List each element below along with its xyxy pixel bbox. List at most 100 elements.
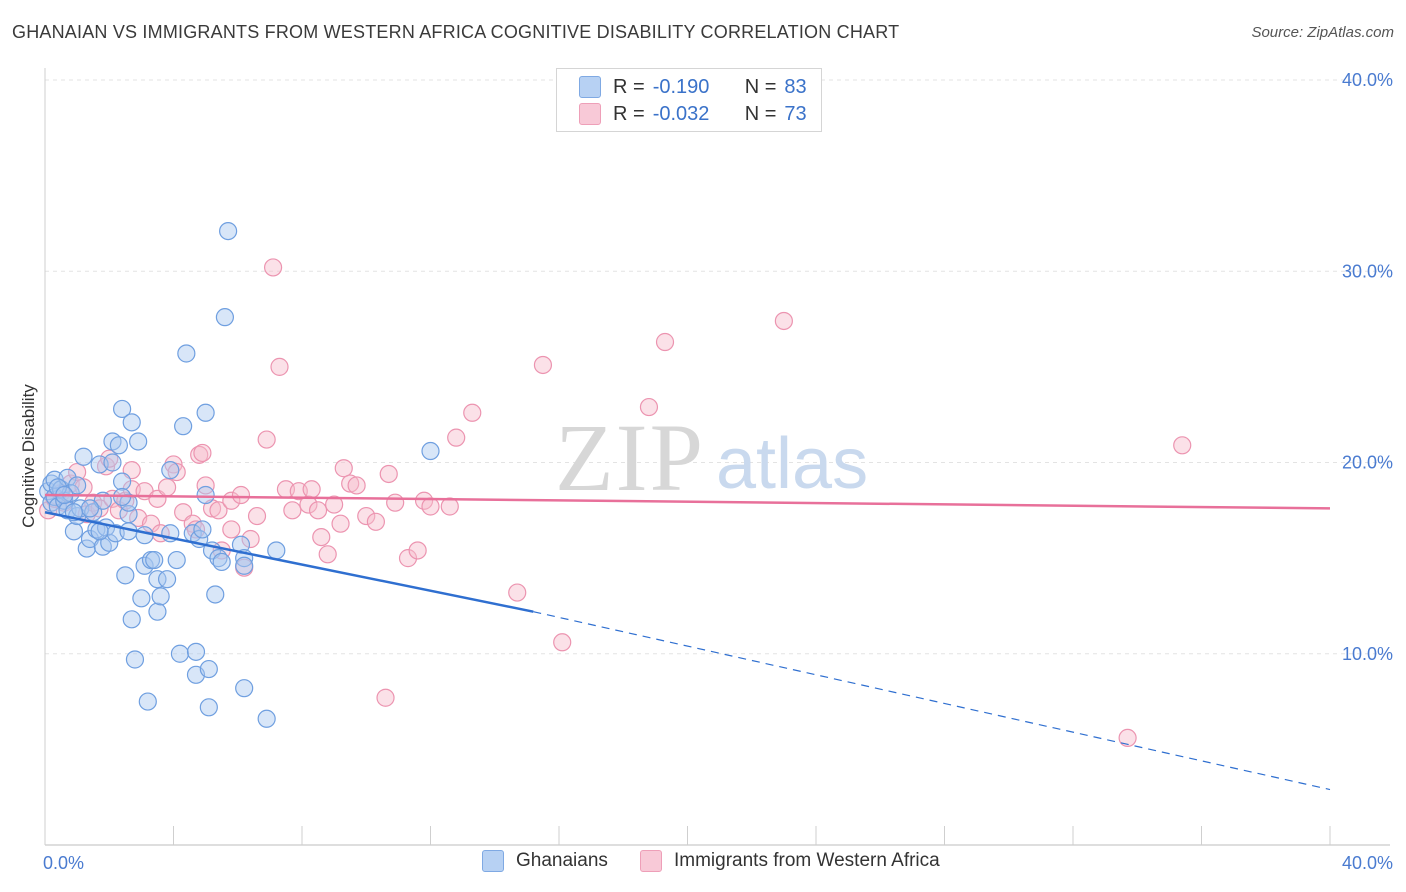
data-point-ghanaians [212,552,231,572]
data-point-ghanaians [148,602,167,621]
data-point-immigrants [302,480,321,499]
x-tick-label: 0.0% [43,853,84,873]
data-point-immigrants [366,512,385,531]
data-point-immigrants [398,549,418,568]
legend-n-value: 73 [784,102,807,125]
data-point-immigrants [655,332,675,352]
data-point-immigrants [157,478,177,497]
legend-swatch-ghanaians [482,850,504,872]
data-point-immigrants [463,403,482,422]
legend-swatch-immigrants [640,850,662,872]
data-point-immigrants [379,464,398,484]
legend-row-ghanaians: R = -0.190 N = 83 [579,74,807,100]
data-point-ghanaians [196,485,215,505]
data-point-immigrants [231,485,251,505]
data-point-ghanaians [421,441,440,461]
data-point-immigrants [447,428,466,447]
legend-item-immigrants[interactable]: Immigrants from Western Africa [640,850,940,872]
y-tick-label: 10.0% [1342,644,1393,664]
data-point-ghanaians [64,522,84,541]
data-point-ghanaians [129,432,148,451]
data-point-ghanaians [219,221,238,241]
data-point-immigrants [341,474,360,493]
watermark-atlas: atlas [716,424,868,504]
legend-label-ghanaians: Ghanaians [516,850,608,871]
data-point-immigrants [774,311,793,331]
data-point-ghanaians [132,589,151,608]
data-point-immigrants [270,357,289,376]
data-point-immigrants [209,501,228,520]
data-point-immigrants [508,583,527,602]
data-point-ghanaians [235,556,254,575]
data-point-immigrants [312,527,331,547]
data-point-immigrants [325,495,344,514]
data-point-ghanaians [161,461,180,480]
tick-labels: 10.0% 20.0% 30.0% 40.0% 0.0% 40.0% [43,70,1393,873]
data-point-ghanaians [193,520,212,539]
legend-n-label: N = [744,102,777,125]
data-point-immigrants [331,514,350,533]
data-point-immigrants [241,529,260,549]
watermark-zip: ZIP [555,404,705,511]
data-point-ghanaians [174,417,193,436]
stats-legend: R = -0.190 N = 83 R = -0.032 N = 73 [556,68,822,132]
data-point-immigrants [639,397,659,417]
data-point-ghanaians [235,679,254,698]
data-point-immigrants [1173,436,1192,455]
data-point-ghanaians [138,692,157,711]
legend-n-value: 83 [784,75,807,98]
legend-r-label: R = [613,102,645,125]
legend-r-label: R = [613,75,645,98]
data-point-ghanaians [170,644,190,663]
legend-n-label: N = [744,75,777,98]
data-point-ghanaians [186,642,206,661]
trend-lines [44,493,1331,791]
data-point-immigrants [190,445,209,464]
data-point-ghanaians [112,399,132,419]
series-legend: Ghanaians Immigrants from Western Africa [0,850,1406,880]
axes [44,68,1390,846]
chart-title: GHANAIAN VS IMMIGRANTS FROM WESTERN AFRI… [12,22,900,42]
data-point-immigrants [196,476,215,495]
legend-r-value: -0.032 [652,102,710,125]
y-axis-label: Cognitive Disability [19,384,38,528]
data-point-ghanaians [167,550,186,570]
data-point-ghanaians [151,587,170,606]
data-point-immigrants [222,520,241,539]
data-point-ghanaians [135,526,154,545]
data-point-immigrants [533,355,553,375]
data-point-immigrants [308,501,328,520]
data-point-immigrants [263,258,283,277]
data-point-ghanaians [199,659,218,679]
data-point-immigrants [1118,728,1137,748]
legend-item-ghanaians[interactable]: Ghanaians [482,850,608,872]
legend-swatch-ghanaians [579,76,601,98]
data-point-immigrants [376,688,395,707]
source-label: Source: ZipAtlas.com [1251,24,1394,41]
data-point-immigrants [553,633,572,652]
data-point-immigrants [283,501,302,520]
data-point-ghanaians [68,476,87,495]
data-point-immigrants [386,493,405,512]
data-point-immigrants [357,506,376,526]
data-point-ghanaians [196,403,215,422]
data-point-ghanaians [109,436,128,455]
trend-line-immigrants [44,493,1331,510]
data-point-ghanaians [103,453,122,472]
data-point-ghanaians [206,585,225,604]
trend-line-ghanaians [44,511,534,613]
data-point-immigrants [421,497,440,516]
legend-label-immigrants: Immigrants from Western Africa [674,850,940,871]
data-point-ghanaians [157,570,177,589]
series-ghanaians-points [39,221,440,728]
data-point-immigrants [247,506,267,526]
trend-line-ghanaians-extension [533,611,1331,791]
data-point-immigrants [141,514,161,533]
data-point-ghanaians [267,541,286,560]
watermark: ZIP atlas [555,404,868,511]
x-tick-label: 40.0% [1342,853,1393,873]
data-point-immigrants [334,459,353,478]
data-point-ghanaians [74,447,93,466]
data-point-ghanaians [77,539,96,558]
